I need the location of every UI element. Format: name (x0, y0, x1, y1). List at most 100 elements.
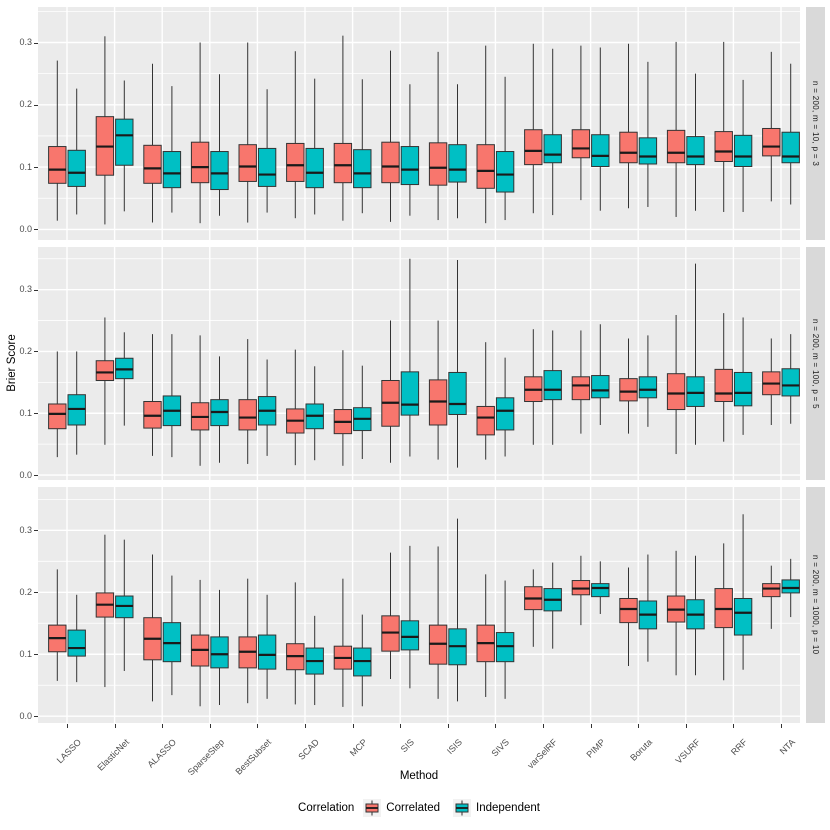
boxplot-LASSO-correlated (48, 60, 67, 221)
boxplot-ALASSO-independent (162, 575, 182, 696)
x-tick-mark (257, 724, 259, 728)
boxplot-BestSubset-independent (257, 594, 277, 699)
boxplot-VSURF-correlated (666, 314, 686, 455)
x-tick-mark (352, 724, 354, 728)
x-tick-mark (305, 724, 306, 728)
y-tick-mark (34, 351, 38, 353)
boxplot-SCAD-correlated (286, 51, 305, 219)
x-tick-mark (162, 724, 164, 728)
y-tick-label: 0.3 (19, 37, 32, 47)
boxplot-LASSO-correlated (48, 351, 67, 458)
boxplot-PIMP-correlated (571, 45, 591, 201)
boxplot-Boruta-independent (638, 554, 658, 662)
boxplot-NTA-correlated (762, 565, 781, 629)
x-tick-mark (447, 724, 449, 728)
legend: Correlation Correlated Independent (38, 795, 800, 821)
boxplot-SCAD-correlated (286, 582, 305, 705)
legend-key-boxplot-icon (453, 799, 471, 817)
y-tick-mark (34, 413, 38, 415)
boxplot-LASSO-independent (67, 351, 86, 455)
boxplot-SIS-correlated (381, 552, 400, 680)
y-tick-label: 0.2 (19, 586, 32, 597)
boxplot-BestSubset-independent (257, 359, 277, 456)
y-tick-label: 0.3 (19, 524, 32, 535)
facet-panel-1-plot (38, 7, 800, 240)
boxplot-SCAD-correlated (286, 349, 305, 466)
y-tick-label: 0.2 (19, 345, 32, 356)
boxplot-VSURF-independent (686, 555, 705, 676)
boxplot-BestSubset-correlated (238, 578, 257, 704)
y-tick-label: 0.1 (19, 161, 32, 172)
boxplot-NTA-correlated (762, 338, 781, 425)
y-tick-mark (34, 104, 38, 106)
boxplot-ISIS-correlated (428, 546, 448, 699)
boxplot-MCP-correlated (333, 350, 353, 466)
boxplot-RRF-correlated (714, 41, 733, 212)
boxplot-ISIS-correlated (428, 51, 448, 221)
x-tick-mark (685, 724, 687, 728)
boxplot-BestSubset-correlated (238, 339, 257, 464)
facet-strip-label: n = 200, m = 1000, p = 10 (811, 555, 820, 655)
boxplot-PIMP-independent (591, 47, 610, 211)
boxplot-SIVS-independent (495, 76, 515, 221)
y-tick-label: 0.1 (19, 407, 32, 418)
boxplot-ALASSO-independent (162, 334, 182, 458)
x-tick-mark (543, 724, 544, 728)
x-tick-mark (114, 724, 116, 728)
y-tick-mark (34, 229, 38, 231)
boxplot-RRF-correlated (714, 313, 733, 442)
facet-strip-1: n = 200, m = 10, p = 3 (806, 7, 825, 240)
boxplot-SIVS-correlated (476, 45, 495, 224)
facet-strip-3: n = 200, m = 1000, p = 10 (806, 487, 825, 723)
y-tick-mark (34, 475, 38, 477)
x-tick-mark (67, 724, 68, 728)
boxplot-ISIS-independent (448, 84, 467, 219)
boxplot-ISIS-correlated (428, 320, 448, 460)
boxplot-varSelRF-correlated (524, 329, 543, 445)
boxplot-varSelRF-independent (543, 48, 562, 216)
legend-label: Independent (476, 802, 540, 814)
y-tick-label: 0.3 (19, 284, 32, 295)
y-tick-label: 0.0 (19, 223, 32, 234)
boxplot-MCP-correlated (333, 578, 353, 707)
legend-label: Correlated (386, 802, 440, 814)
facet-strip-label: n = 200, m = 100, p = 5 (811, 318, 820, 409)
y-tick-mark (34, 716, 38, 718)
x-tick-mark (638, 724, 640, 728)
boxplot-ElasticNet-independent (115, 80, 134, 212)
boxplot-ElasticNet-correlated (95, 317, 115, 445)
y-tick-mark (34, 530, 38, 532)
boxplot-ElasticNet-independent (115, 332, 134, 426)
boxplot-LASSO-correlated (48, 569, 67, 681)
boxplot-ISIS-independent (448, 518, 467, 702)
boxplot-Boruta-correlated (619, 43, 638, 209)
y-tick-label: 0.0 (19, 469, 32, 480)
boxplot-Boruta-independent (638, 335, 658, 427)
boxplot-SIS-correlated (381, 50, 400, 222)
boxplot-ElasticNet-correlated (95, 534, 115, 688)
boxplot-LASSO-independent (67, 594, 86, 683)
boxplot-MCP-independent (353, 365, 372, 459)
boxplot-Boruta-independent (638, 61, 658, 207)
legend-title: Correlation (298, 802, 355, 814)
x-tick-mark (400, 724, 402, 728)
y-tick-mark (34, 654, 38, 656)
boxplot-BestSubset-independent (257, 89, 277, 213)
facet-panel-3-plot (38, 487, 800, 723)
x-tick-mark (495, 724, 497, 728)
x-tick-mark (590, 724, 592, 728)
boxplot-SIS-correlated (381, 320, 400, 463)
boxplot-VSURF-correlated (666, 41, 686, 217)
boxplot-varSelRF-correlated (524, 43, 543, 214)
boxplot-Boruta-correlated (619, 567, 638, 667)
x-axis-title: Method (399, 770, 439, 782)
boxplot-ElasticNet-correlated (95, 36, 115, 225)
boxplot-SIVS-independent (495, 580, 515, 699)
boxplot-MCP-independent (353, 79, 372, 214)
boxplot-BestSubset-correlated (238, 42, 257, 223)
boxplot-RRF-independent (733, 514, 753, 670)
boxplot-PIMP-correlated (571, 330, 591, 434)
boxplot-SCAD-independent (305, 615, 324, 706)
boxplot-VSURF-correlated (666, 550, 686, 676)
